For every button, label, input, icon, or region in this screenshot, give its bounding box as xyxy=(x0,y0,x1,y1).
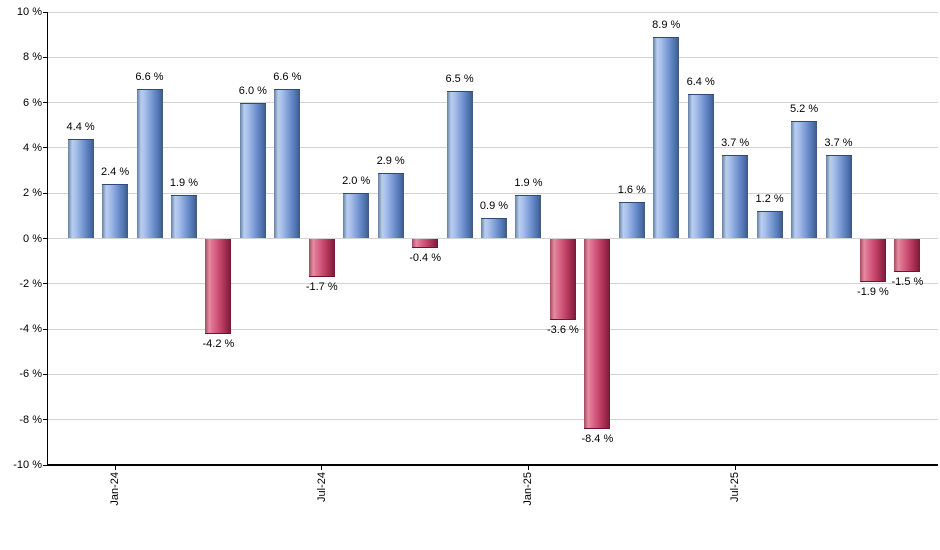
bar-3 xyxy=(136,89,163,239)
x-tick-label: Jan-24 xyxy=(109,472,122,506)
bar-value-label: -1.7 % xyxy=(305,281,338,293)
y-tick-label: -2 % xyxy=(19,277,42,290)
y-tick-label: 6 % xyxy=(23,96,42,109)
bar-6 xyxy=(239,102,266,239)
bar-value-label: -4.2 % xyxy=(202,337,235,350)
y-tick xyxy=(43,192,48,194)
bar-19 xyxy=(687,93,714,239)
bar-1 xyxy=(67,138,94,239)
y-tick-label: -10 % xyxy=(13,459,42,471)
y-tick-label: 8 % xyxy=(23,51,42,64)
bar-value-label: 1.2 % xyxy=(755,193,784,206)
bar-value-label: 2.9 % xyxy=(376,154,405,167)
bar-15 xyxy=(549,238,576,321)
y-tick xyxy=(43,419,48,421)
bar-value-label: 6.5 % xyxy=(445,73,474,86)
y-tick xyxy=(43,238,48,239)
bar-16 xyxy=(584,238,611,429)
bar-value-label: 6.4 % xyxy=(686,75,715,88)
bar-10 xyxy=(377,172,404,239)
y-tick-label: 0 % xyxy=(23,232,42,245)
bar-value-label: 1.6 % xyxy=(617,184,646,197)
bar-value-label: -1.5 % xyxy=(891,276,924,289)
gridline xyxy=(48,56,938,58)
y-axis-line xyxy=(46,12,48,466)
bar-value-label: 4.4 % xyxy=(66,120,95,133)
y-tick-label: -6 % xyxy=(19,368,42,381)
y-tick xyxy=(43,373,48,375)
bar-value-label: 6.6 % xyxy=(273,71,302,83)
bar-24 xyxy=(859,238,886,282)
bar-value-label: 3.7 % xyxy=(824,136,853,149)
bar-value-label: -8.4 % xyxy=(581,432,614,445)
x-tick xyxy=(321,465,323,470)
y-tick xyxy=(43,328,48,330)
x-tick-label: Jan-25 xyxy=(522,472,535,506)
bar-25 xyxy=(894,238,921,273)
x-tick xyxy=(527,465,529,470)
gridline xyxy=(48,102,938,104)
y-tick xyxy=(43,56,48,58)
y-tick-label: 4 % xyxy=(23,141,42,154)
bar-value-label: 5.2 % xyxy=(789,102,819,115)
bar-value-label: 2.0 % xyxy=(342,175,371,188)
gridline xyxy=(48,147,938,149)
y-tick xyxy=(43,283,48,285)
bar-value-label: 6.0 % xyxy=(238,84,267,97)
bar-value-label: -3.6 % xyxy=(546,324,579,337)
bar-22 xyxy=(791,120,818,239)
x-tick-label: Jul-24 xyxy=(315,472,328,502)
bar-value-label: 8.9 % xyxy=(652,18,681,31)
y-tick-label: 2 % xyxy=(23,187,42,200)
bar-18 xyxy=(653,36,680,239)
bar-20 xyxy=(722,154,749,239)
bar-value-label: -0.4 % xyxy=(409,251,441,264)
bar-4 xyxy=(170,195,197,239)
y-tick xyxy=(43,464,48,466)
y-tick-label: -8 % xyxy=(19,413,42,426)
bar-21 xyxy=(756,211,783,239)
gridline xyxy=(48,238,938,239)
gridline xyxy=(48,192,938,194)
x-tick xyxy=(734,465,736,470)
gridline xyxy=(48,283,938,285)
bar-value-label: 3.7 % xyxy=(721,136,750,149)
bar-13 xyxy=(481,218,507,239)
bar-value-label: 1.9 % xyxy=(169,177,198,190)
bar-value-label: 1.9 % xyxy=(514,177,543,190)
bar-2 xyxy=(102,184,129,239)
bar-11 xyxy=(412,238,439,248)
y-tick xyxy=(43,11,48,13)
bar-7 xyxy=(274,89,301,239)
bar-5 xyxy=(205,238,232,334)
y-tick-label: -4 % xyxy=(19,323,42,336)
bar-17 xyxy=(618,202,645,239)
bar-12 xyxy=(446,91,473,239)
bar-value-label: -1.9 % xyxy=(857,285,889,298)
gridline xyxy=(48,11,938,13)
bar-value-label: 2.4 % xyxy=(100,166,130,179)
y-tick-label: 10 % xyxy=(16,6,42,18)
bar-8 xyxy=(308,238,335,277)
bar-value-label: 0.9 % xyxy=(479,200,509,213)
gridline xyxy=(48,328,938,330)
bar-value-label: 6.6 % xyxy=(135,71,164,83)
bar-14 xyxy=(515,195,542,239)
y-tick xyxy=(43,102,48,104)
gridline xyxy=(48,373,938,375)
x-tick xyxy=(114,465,116,470)
bar-9 xyxy=(343,193,370,239)
bar-23 xyxy=(825,154,852,239)
y-tick xyxy=(43,147,48,149)
gridline xyxy=(48,419,938,421)
x-axis-line xyxy=(46,464,938,466)
x-tick-label: Jul-25 xyxy=(729,472,742,502)
